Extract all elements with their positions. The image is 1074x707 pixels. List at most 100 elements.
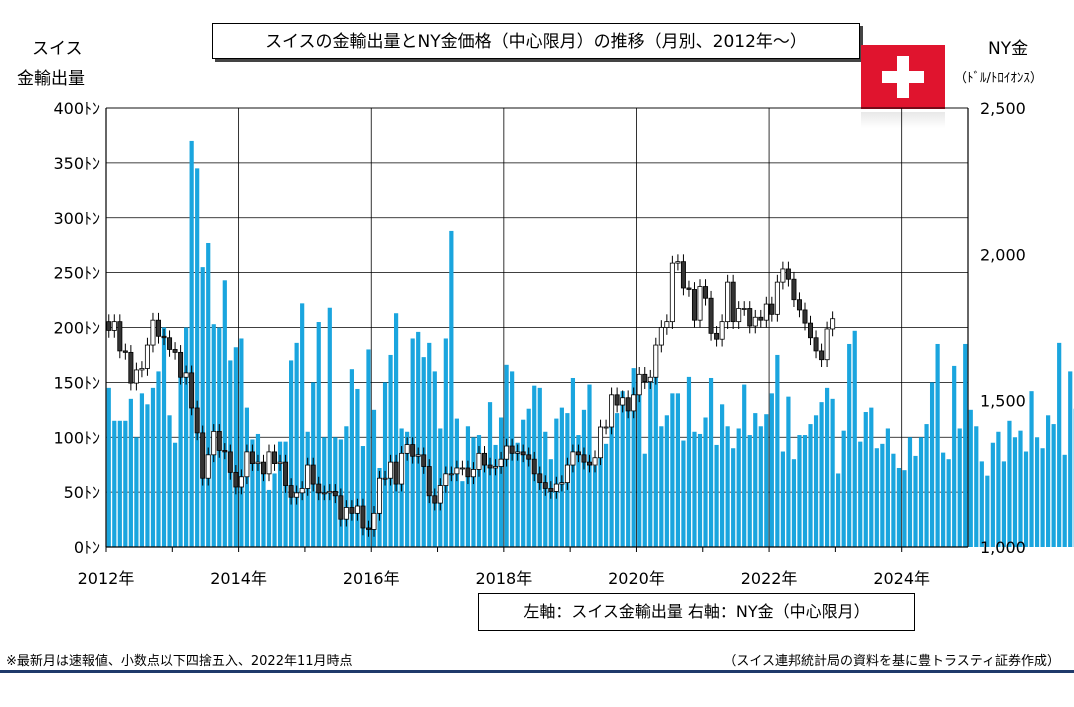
- export-bar: [714, 444, 719, 547]
- export-bar: [631, 368, 636, 547]
- export-bar: [1062, 454, 1067, 547]
- candle-body: [227, 451, 233, 473]
- export-bar: [460, 481, 465, 547]
- export-bar: [918, 437, 924, 547]
- export-bar: [405, 431, 410, 547]
- export-bar: [172, 442, 178, 547]
- candle-body: [222, 450, 228, 453]
- export-bar: [206, 242, 211, 547]
- candle-body: [249, 451, 255, 464]
- candle-body: [476, 452, 482, 470]
- candle-body: [487, 464, 493, 469]
- export-bar: [753, 413, 758, 547]
- export-bar: [929, 382, 935, 547]
- export-bar: [786, 396, 791, 547]
- candle-body: [824, 328, 830, 361]
- export-bar: [824, 387, 830, 547]
- export-bar: [526, 408, 531, 547]
- candle-body: [763, 303, 769, 321]
- candle-body: [432, 495, 438, 504]
- candle-body: [680, 261, 686, 289]
- candle-body: [183, 372, 189, 378]
- export-bar: [869, 407, 874, 547]
- candle-body: [791, 278, 797, 301]
- candle-body: [725, 281, 731, 323]
- export-bar: [1029, 391, 1034, 547]
- candle-body: [283, 461, 289, 486]
- candle-body: [211, 430, 217, 456]
- export-bar: [841, 430, 846, 547]
- export-bar: [780, 451, 785, 547]
- candle-body: [178, 351, 184, 378]
- export-bar: [349, 369, 354, 547]
- export-bar: [482, 453, 487, 547]
- candle-body: [537, 473, 543, 484]
- candle-body: [354, 505, 360, 514]
- export-bar: [382, 382, 388, 547]
- export-bar: [675, 393, 681, 547]
- candle-body: [691, 289, 697, 321]
- candle-body: [802, 309, 808, 324]
- candle-body: [575, 451, 581, 456]
- candle-body: [598, 426, 604, 459]
- candle-body: [365, 527, 371, 530]
- export-bar: [289, 360, 294, 547]
- candle-body: [482, 452, 488, 466]
- export-bar: [736, 428, 741, 547]
- candle-body: [106, 321, 112, 331]
- export-bar: [592, 465, 598, 547]
- candle-body: [669, 262, 675, 323]
- candle-body: [686, 287, 692, 290]
- candle-body: [321, 492, 327, 495]
- x-tick-label: 2014年: [210, 569, 267, 588]
- candle-body: [272, 451, 278, 464]
- export-bar: [742, 384, 747, 547]
- candle-body: [586, 461, 592, 466]
- export-bar: [681, 440, 686, 547]
- export-bar: [858, 441, 863, 547]
- candle-body: [747, 308, 753, 327]
- right-axis-title-line1: NY金: [988, 39, 1029, 59]
- export-bar: [366, 349, 371, 547]
- export-bar: [449, 230, 454, 548]
- export-bar: [112, 420, 117, 547]
- candle-body: [515, 451, 521, 454]
- candle-body: [559, 482, 565, 485]
- candle-body: [697, 286, 703, 321]
- export-bar: [924, 424, 929, 547]
- candle-body: [294, 492, 300, 498]
- left-tick-label: 300ﾄﾝ: [53, 209, 100, 228]
- candle-body: [675, 261, 681, 264]
- export-bar: [791, 459, 797, 547]
- left-tick-label: 200ﾄﾝ: [53, 319, 100, 338]
- candle-body: [377, 477, 383, 514]
- candle-body: [216, 430, 222, 451]
- candle-body: [636, 373, 642, 396]
- export-bar: [1046, 415, 1051, 547]
- candle-body: [128, 351, 134, 384]
- candle-body: [448, 473, 454, 476]
- x-tick-label: 2022年: [741, 569, 798, 588]
- export-bar: [941, 452, 946, 547]
- export-bar: [985, 475, 990, 547]
- export-bar: [907, 437, 913, 547]
- export-bar: [802, 435, 808, 547]
- export-bar: [874, 448, 879, 547]
- export-bar: [847, 343, 852, 547]
- candle-body: [774, 281, 780, 315]
- right-tick-label: 1,000: [980, 538, 1026, 557]
- candle-body: [664, 321, 670, 328]
- export-bar: [830, 398, 835, 547]
- candle-body: [769, 303, 775, 315]
- candle-body: [410, 444, 416, 457]
- candle-body: [172, 349, 178, 353]
- export-bar: [913, 455, 918, 547]
- left-tick-label: 250ﾄﾝ: [53, 264, 100, 283]
- candle-body: [758, 316, 764, 321]
- export-bar: [720, 404, 725, 547]
- candle-body: [316, 483, 322, 494]
- export-bar: [443, 338, 448, 547]
- candle-body: [388, 461, 394, 479]
- export-bar: [686, 376, 692, 547]
- candle-body: [382, 477, 388, 480]
